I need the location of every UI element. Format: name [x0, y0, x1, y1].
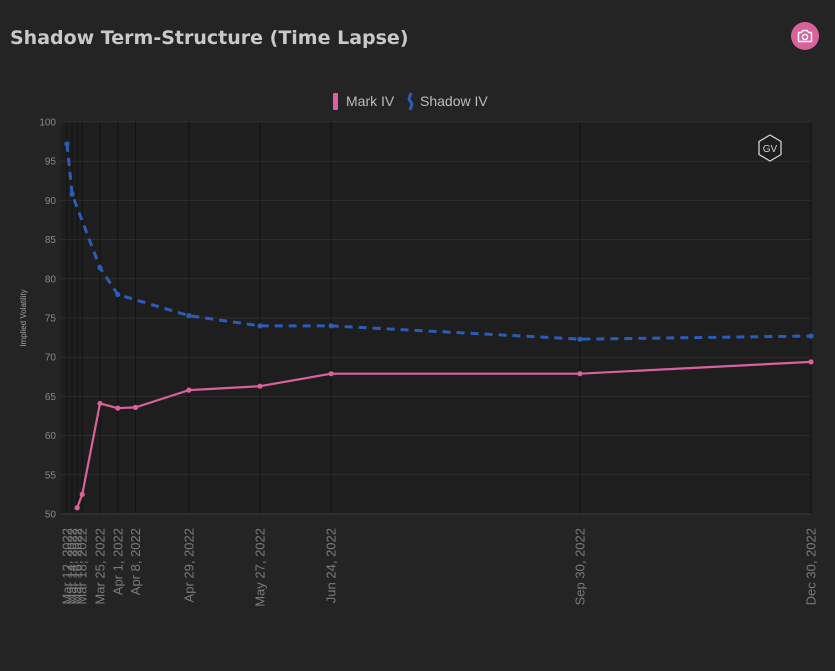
shadow-iv-point[interactable] — [115, 291, 121, 298]
mark-iv-point[interactable] — [577, 371, 583, 377]
mark-iv-point[interactable] — [186, 387, 192, 393]
shadow-iv-point[interactable] — [186, 313, 192, 319]
legend-swatch — [407, 92, 414, 111]
legend-swatch — [333, 93, 338, 110]
mark-iv-point[interactable] — [79, 491, 85, 497]
shadow-iv-point[interactable] — [97, 265, 103, 271]
watermark-logo: GV — [758, 134, 782, 162]
mark-iv-point[interactable] — [74, 505, 80, 511]
mark-iv-point[interactable] — [808, 359, 814, 365]
legend-label: Mark IV — [346, 93, 395, 109]
mark-iv-point[interactable] — [97, 400, 103, 407]
watermark-text: GV — [763, 144, 778, 155]
y-axis-label: Implied Volatility — [19, 289, 28, 346]
series-layer — [64, 141, 814, 511]
grid — [61, 121, 812, 515]
mark-iv-point[interactable] — [115, 405, 121, 411]
x-tick-label: Dec 30, 2022 — [804, 528, 819, 605]
shadow-iv-line — [65, 143, 812, 341]
y-axis: 50 55 60 65 70 75 80 85 90 95 100 — [39, 118, 56, 521]
shadow-iv-point[interactable] — [69, 191, 75, 197]
shadow-iv-point[interactable] — [257, 323, 263, 329]
y-tick-label: 70 — [45, 353, 57, 364]
mark-iv-line — [76, 360, 812, 509]
shadow-iv-point[interactable] — [808, 333, 814, 339]
x-tick-label: Apr 29, 2022 — [181, 528, 196, 602]
x-tick-label: Jun 24, 2022 — [324, 528, 339, 603]
y-tick-label: 85 — [45, 235, 57, 246]
y-tick-label: 90 — [45, 196, 57, 207]
legend-item[interactable]: Shadow IV — [407, 92, 488, 111]
y-tick-label: 80 — [45, 274, 57, 285]
x-tick-label: May 27, 2022 — [252, 528, 267, 607]
screenshot-button[interactable] — [791, 22, 819, 50]
x-tick-label: Apr 8, 2022 — [128, 528, 143, 595]
y-tick-label: 95 — [45, 157, 57, 168]
legend-item[interactable]: Mark IV — [333, 93, 395, 110]
mark-iv-point[interactable] — [132, 404, 139, 410]
y-tick-label: 50 — [45, 510, 57, 521]
camera-icon — [797, 29, 813, 43]
mark-iv-point[interactable] — [328, 371, 334, 377]
shadow-iv-point[interactable] — [577, 336, 583, 342]
y-tick-label: 75 — [45, 314, 57, 325]
x-tick-label: Apr 1, 2022 — [110, 528, 125, 595]
y-tick-label: 100 — [39, 118, 56, 129]
x-tick-label: Sep 30, 2022 — [572, 528, 587, 605]
mark-iv-point[interactable] — [257, 383, 263, 389]
y-tick-label: 55 — [45, 470, 57, 481]
x-tick-label: Mar 14, 2022 — [65, 528, 80, 605]
shadow-iv-point[interactable] — [328, 323, 334, 329]
legend: Mark IV Shadow IV — [333, 92, 488, 111]
x-tick-label: Mar 12, 2022 — [60, 528, 75, 605]
page-title: Shadow Term-Structure (Time Lapse) — [10, 27, 409, 49]
legend-label: Shadow IV — [420, 93, 488, 109]
y-tick-label: 60 — [45, 431, 57, 442]
x-tick-label: Mar 16, 2022 — [70, 528, 85, 605]
x-tick-label: Mar 18, 2022 — [75, 528, 90, 605]
x-tick-label: Mar 25, 2022 — [93, 528, 108, 605]
shadow-iv-point[interactable] — [64, 141, 70, 147]
y-tick-label: 65 — [45, 392, 57, 403]
